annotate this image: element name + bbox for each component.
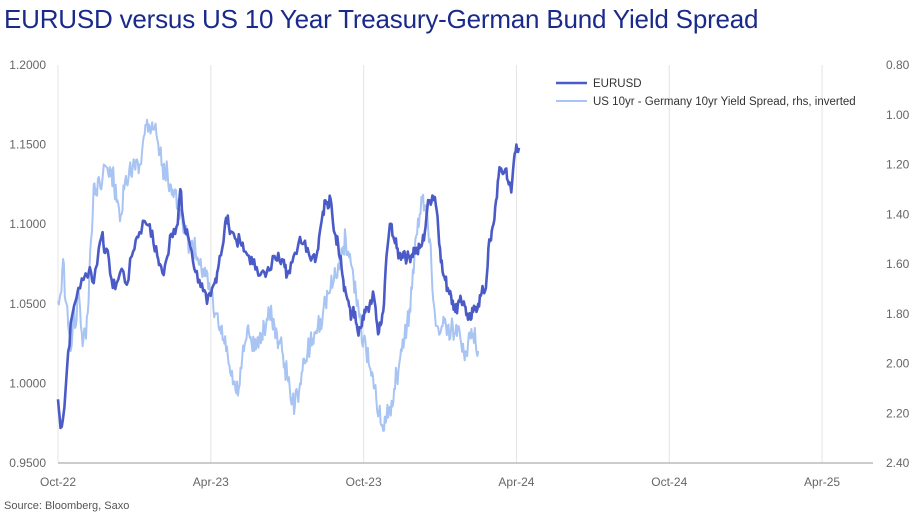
legend-label-spread: US 10yr - Germany 10yr Yield Spread, rhs… xyxy=(593,96,856,108)
y-left-axis-ticks: 0.9500 1.0000 1.0500 1.1000 1.1500 1.2000 xyxy=(9,58,46,470)
y-right-tick-label: 2.40 xyxy=(886,456,910,470)
x-tick-label: Oct-23 xyxy=(346,475,382,489)
series-spread-line xyxy=(57,118,480,432)
y-left-tick-label: 1.0500 xyxy=(9,297,46,311)
vertical-gridlines xyxy=(57,65,823,463)
chart-title: EURUSD versus US 10 Year Treasury-German… xyxy=(4,4,759,34)
legend-label-eurusd: EURUSD xyxy=(593,78,642,90)
y-left-tick-label: 1.1500 xyxy=(9,138,46,152)
y-right-tick-label: 1.20 xyxy=(886,158,910,172)
series-eurusd-line xyxy=(56,143,521,430)
legend: EURUSD US 10yr - Germany 10yr Yield Spre… xyxy=(556,78,856,108)
y-left-tick-label: 1.0000 xyxy=(9,376,46,390)
x-axis-ticks: Oct-22 Apr-23 Oct-23 Apr-24 Oct-24 Apr-25 xyxy=(40,475,840,489)
y-left-tick-label: 1.1000 xyxy=(9,217,46,231)
y-right-tick-label: 0.80 xyxy=(886,58,910,72)
y-right-axis-ticks: 0.80 1.00 1.20 1.40 1.60 1.80 2.00 2.20 2.40 xyxy=(886,58,910,470)
y-right-tick-label: 1.00 xyxy=(886,108,910,122)
source-note: Source: Bloomberg, Saxo xyxy=(4,500,130,512)
y-right-tick-label: 1.60 xyxy=(886,257,910,271)
y-left-tick-label: 0.9500 xyxy=(9,456,46,470)
y-right-tick-label: 2.00 xyxy=(886,357,910,371)
x-tick-label: Oct-22 xyxy=(40,475,76,489)
x-tick-label: Apr-23 xyxy=(193,475,229,489)
x-tick-label: Apr-25 xyxy=(804,475,840,489)
x-tick-label: Oct-24 xyxy=(651,475,687,489)
y-left-tick-label: 1.2000 xyxy=(9,58,46,72)
y-right-tick-label: 2.20 xyxy=(886,406,910,420)
y-right-tick-label: 1.40 xyxy=(886,207,910,221)
y-right-tick-label: 1.80 xyxy=(886,307,910,321)
x-tick-label: Apr-24 xyxy=(498,475,534,489)
